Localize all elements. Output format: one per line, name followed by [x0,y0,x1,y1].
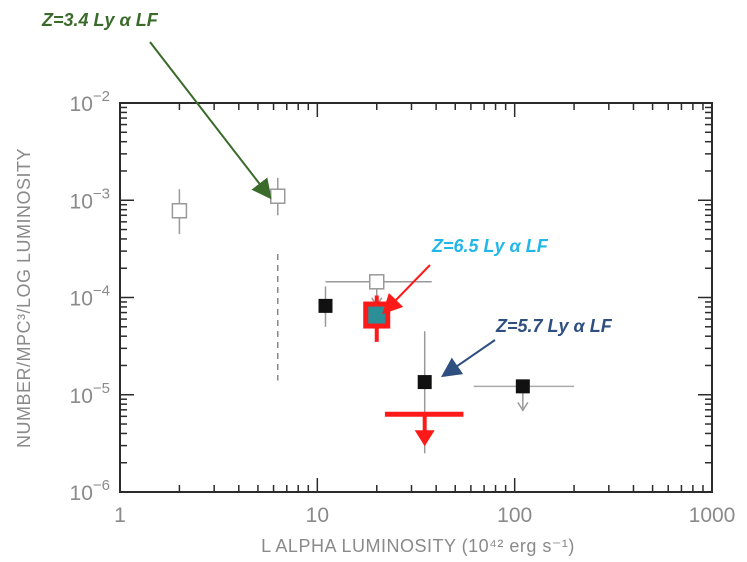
data-point-highlight-square [363,301,391,329]
annotation-arrow [441,339,496,378]
data-point-open-square [368,274,385,290]
data-point-filled-square [417,375,432,390]
annotation-arrow [382,264,431,315]
upper-limit-arrow-head [414,430,435,447]
data-point-open-square [171,202,188,219]
y-tick-label: 10−2 [70,88,110,116]
y-tick-label: 10−4 [70,283,110,311]
data-point-filled-square [515,379,530,394]
y-tick-label: 10−5 [70,380,110,408]
x-axis-label: L ALPHA LUMINOSITY (10⁴² erg s⁻¹) [261,536,575,556]
x-tick-label: 1000 [689,504,736,527]
data-point-open-square [269,188,286,204]
y-tick-label: 10−6 [70,477,110,505]
y-tick-label: 10−3 [70,185,110,213]
y-axis-label: NUMBER/MPC³/LOG LUMINOSITY [14,148,34,448]
upper-limit-arrow-head [517,401,529,412]
annotation-label: Z=5.7 Ly α LF [495,316,613,336]
x-tick-label: 1 [114,504,126,527]
annotation-label: Z=6.5 Ly α LF [431,236,549,256]
annotation-label: Z=3.4 Ly α LF [41,10,159,30]
x-tick-label: 10 [306,504,329,527]
annotation-arrow [149,41,272,200]
plot-frame [119,102,713,493]
data-point-filled-square [318,298,333,313]
x-tick-label: 100 [497,504,532,527]
